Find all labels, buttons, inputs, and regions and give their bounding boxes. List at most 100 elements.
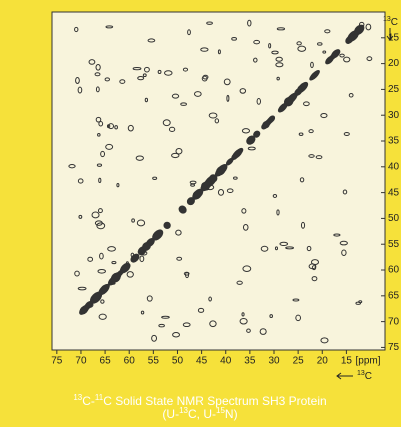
contour [268,43,272,49]
contour [200,47,209,52]
contour [180,102,187,106]
caption-part: C Solid State NMR Spectrum SH3 Protein [103,394,326,408]
contour [78,214,83,219]
contour [136,219,146,227]
contour [253,39,261,45]
contour [95,63,101,71]
contour [137,76,145,81]
y-axis-label-sup: 13 [383,16,391,23]
x-tick-label: 25 [293,356,305,367]
contour [333,233,341,237]
contour [226,188,234,193]
contour [130,252,135,258]
caption-part: 13 [73,393,82,402]
contour [186,197,195,206]
y-tick-label: 65 [388,290,400,301]
contour [310,61,314,69]
contour [300,221,306,229]
contour [242,265,252,272]
contour [275,62,284,68]
contour [107,246,116,252]
contour [187,29,191,36]
contour [75,76,80,84]
contour [276,76,280,81]
y-tick-label: 30 [388,110,400,121]
contour [95,116,102,123]
contour [144,97,149,103]
y-axis-arrow [386,28,394,41]
contour [241,208,247,214]
contour [108,281,116,285]
y-tick-label: 55 [388,239,400,250]
contour [158,323,165,328]
contour [96,163,103,167]
contour [236,280,243,285]
y-tick-label: 15 [388,32,400,43]
contour [163,221,171,230]
x-tick-label: 70 [75,356,87,367]
contour [341,249,347,256]
x-tick-label: 30 [268,356,280,367]
x-tick-label: 35 [244,356,256,367]
contour [308,129,314,134]
x-axis-label: 13C [357,370,372,382]
contour [79,304,90,315]
contour [98,120,104,127]
contour [253,130,261,138]
contour [292,298,300,302]
contour [126,271,134,278]
contour [172,332,180,338]
x-axis-arrow [336,372,353,380]
x-tick-label: 50 [172,356,184,367]
contour [98,177,102,183]
contour [272,193,278,198]
contour [342,189,348,195]
contour [193,91,202,97]
contour [295,314,302,322]
contour [322,50,327,54]
caption-part: 11 [95,393,104,402]
contour [246,328,251,333]
contour [223,78,231,86]
contour [239,88,247,94]
contour [275,56,283,62]
y-tick-label: 60 [388,265,400,276]
contour [226,94,230,102]
y-tick-label: 75 [388,342,400,353]
y-axis-label: 13C [383,16,398,28]
contour [152,229,164,241]
caption: 13C-11C Solid State NMR Spectrum SH3 Pro… [73,393,326,409]
contour [277,102,288,113]
contour [168,126,176,133]
contour [94,72,101,77]
contour [176,256,183,261]
caption-part: C, U- [188,407,216,421]
contour [189,180,197,185]
caption: (U-13C, U-15N) [162,406,237,422]
contour [260,245,269,252]
contour [101,285,109,292]
contour [114,125,118,130]
contour [217,49,221,55]
contour [256,97,262,105]
contour [107,123,115,130]
contour [139,255,145,263]
contour [233,176,238,180]
contour [127,124,134,132]
contour [217,189,225,196]
contour [157,69,162,75]
contour [142,73,147,78]
contour [299,177,305,183]
y-tick-label: 35 [388,136,400,147]
contour [331,49,341,59]
contour [182,322,191,328]
contour [242,224,249,231]
contour [135,155,144,161]
y-axis-label-main: C [391,17,398,28]
contour [259,328,267,335]
contour [98,313,107,320]
contour [208,112,218,119]
x-axis-label-sup: 13 [357,370,365,377]
contour [178,205,187,214]
spectrum-contours [68,19,373,344]
